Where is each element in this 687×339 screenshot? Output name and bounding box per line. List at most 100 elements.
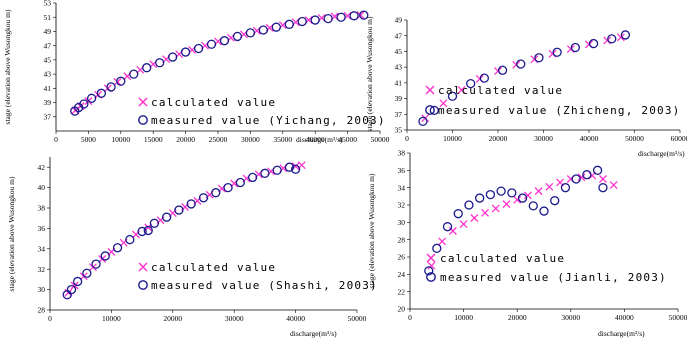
x-tick-label: 35000 xyxy=(273,135,292,144)
y-tick-label: 47 xyxy=(44,41,52,50)
measured-point xyxy=(418,116,428,127)
tick-labels: 0 5000 10000 15000 20000 25000 30000 35000 40000… xyxy=(44,0,390,144)
calculated-point xyxy=(513,195,522,204)
measured-point xyxy=(359,10,369,20)
chart-shashi: stage (elevation above Wusongkou m) disc… xyxy=(7,157,378,338)
tick-labels: 0 10000 20000 30000 40000 50000 60000 35 37 39 41 4… xyxy=(395,16,687,143)
calculated-point xyxy=(609,181,618,190)
measured-point xyxy=(323,13,333,24)
y-tick-label: 47 xyxy=(395,31,403,40)
legend-calculated-marker xyxy=(138,97,148,107)
measured-point xyxy=(125,234,135,245)
y-tick-label: 36 xyxy=(38,224,46,233)
x-tick-label: 60000 xyxy=(671,134,687,143)
measured-point xyxy=(485,189,496,200)
x-tick-label: 30000 xyxy=(241,135,260,144)
y-tick-label: 30 xyxy=(38,285,46,294)
x-tick-label: 25000 xyxy=(209,135,228,144)
measured-point xyxy=(86,93,97,103)
measured-point xyxy=(198,193,209,203)
calculated-point xyxy=(502,200,511,209)
measured-point xyxy=(247,172,258,183)
x-axis-title: discharge(m³/s) xyxy=(638,149,685,158)
y-tick-label: 45 xyxy=(44,55,52,64)
y-tick-label: 32 xyxy=(398,201,406,210)
measured-point xyxy=(143,225,153,236)
x-tick-label: 20000 xyxy=(508,313,527,322)
measured-point xyxy=(570,42,580,53)
measured-point xyxy=(349,11,359,21)
x-tick-label: 50000 xyxy=(348,314,367,323)
calculated-point xyxy=(427,261,436,270)
x-tick-label: 50000 xyxy=(371,135,390,144)
tick-labels: 0 10000 20000 30000 40000 50000 20 22 24 26 28 30 32… xyxy=(398,149,687,322)
measured-point xyxy=(211,188,221,198)
measured-point xyxy=(588,38,599,49)
x-tick-label: 30000 xyxy=(225,314,244,323)
legend-measured-label: measured value (Yichang, 2003) xyxy=(151,114,386,127)
calculated-point xyxy=(481,208,489,217)
measured-point xyxy=(550,196,560,206)
legend-calculated-marker xyxy=(426,253,436,263)
measured-point xyxy=(245,28,256,38)
y-tick-label: 30 xyxy=(398,218,406,227)
x-tick-label: 50000 xyxy=(669,313,687,322)
y-tick-label: 22 xyxy=(398,287,406,296)
measured-point xyxy=(167,52,178,62)
y-axis-title: stage (elevation above Wusongkou m) xyxy=(3,9,12,124)
x-tick-label: 0 xyxy=(408,313,412,322)
chart-yichang: stage (elevation above Wusongkou m) disc… xyxy=(3,0,390,144)
y-tick-label: 26 xyxy=(398,253,406,262)
legend-calculated-marker xyxy=(138,262,148,272)
calculated-point xyxy=(545,182,554,191)
measured-point xyxy=(96,88,107,98)
calculated-point xyxy=(491,204,500,213)
calculated-point xyxy=(599,175,607,183)
measured-point xyxy=(149,218,160,228)
measured-point xyxy=(479,73,490,83)
y-tick-label: 51 xyxy=(44,13,52,22)
y-tick-label: 38 xyxy=(398,149,406,158)
measured-point xyxy=(424,266,434,276)
x-tick-label: 20000 xyxy=(176,135,195,144)
measured-point xyxy=(620,30,631,40)
legend-measured-marker xyxy=(426,272,436,282)
x-tick-label: 0 xyxy=(54,135,58,144)
measured-point xyxy=(571,174,581,184)
measured-point xyxy=(174,205,184,215)
y-tick-label: 37 xyxy=(44,112,52,121)
measured-point xyxy=(142,63,152,73)
legend-measured-label: measured value (Shashi, 2003) xyxy=(151,279,378,292)
x-tick-label: 10000 xyxy=(454,313,473,322)
legend-measured-label: measured value (Zhicheng, 2003) xyxy=(438,104,681,117)
measured-point xyxy=(475,193,485,203)
x-tick-label: 30000 xyxy=(534,134,553,143)
x-tick-label: 20000 xyxy=(163,314,182,323)
y-axis-title: stage (elevation above Wusongkou m) xyxy=(367,173,376,288)
calculated-point xyxy=(457,85,466,94)
measured-point xyxy=(66,284,77,295)
measured-point xyxy=(129,69,139,79)
x-tick-label: 40000 xyxy=(306,135,325,144)
calculated-point xyxy=(523,191,532,200)
y-tick-label: 37 xyxy=(395,110,403,119)
data-marks xyxy=(424,165,618,276)
tick-labels: 0 10000 20000 30000 40000 50000 28 30 32 34 36 38 40… xyxy=(38,163,367,323)
x-tick-label: 5000 xyxy=(81,135,96,144)
y-tick-label: 39 xyxy=(395,94,403,103)
y-tick-label: 32 xyxy=(38,265,46,274)
legend-measured-marker xyxy=(138,115,148,125)
measured-point xyxy=(116,76,126,86)
legend: calculated value measured value (Yichang… xyxy=(138,96,386,127)
measured-point xyxy=(272,165,282,175)
legend-measured-marker xyxy=(138,280,148,290)
legend-calculated-label: calculated value xyxy=(440,252,565,265)
x-tick-label: 50000 xyxy=(625,134,644,143)
x-tick-label: 10000 xyxy=(102,314,121,323)
y-tick-label: 42 xyxy=(38,163,46,172)
x-tick-label: 0 xyxy=(405,134,409,143)
measured-point xyxy=(219,36,230,46)
y-tick-label: 20 xyxy=(398,305,406,314)
calculated-point xyxy=(534,187,543,196)
